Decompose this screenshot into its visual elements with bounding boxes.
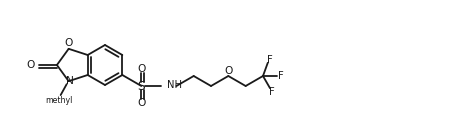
Text: O: O — [27, 60, 35, 70]
Text: O: O — [137, 64, 145, 74]
Text: N: N — [66, 76, 74, 86]
Text: methyl: methyl — [45, 95, 72, 105]
Text: O: O — [137, 98, 145, 108]
Text: O: O — [224, 66, 232, 76]
Text: NH: NH — [167, 80, 182, 90]
Text: O: O — [64, 38, 73, 48]
Text: F: F — [266, 55, 272, 65]
Text: S: S — [137, 79, 145, 93]
Text: F: F — [269, 87, 274, 97]
Text: F: F — [277, 71, 283, 81]
